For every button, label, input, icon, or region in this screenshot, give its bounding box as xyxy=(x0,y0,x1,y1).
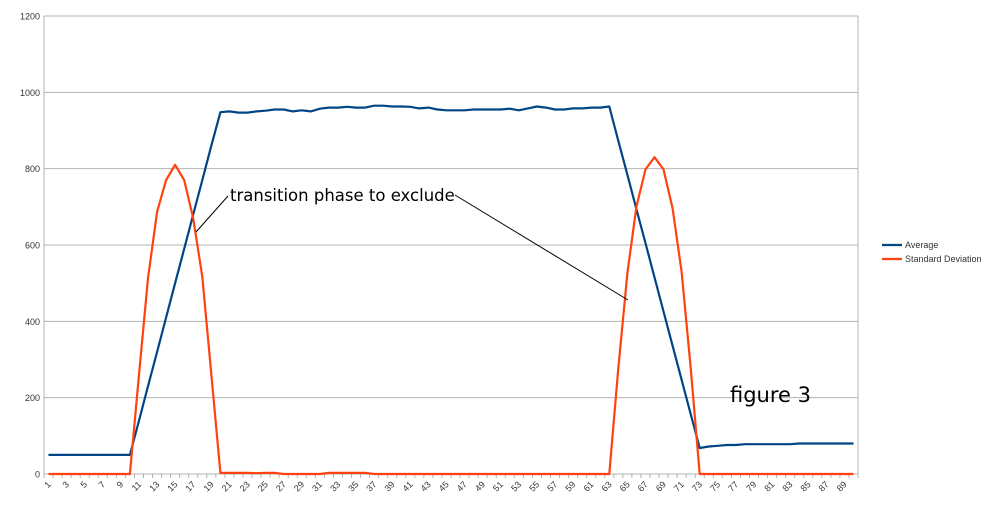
x-tick-label: 89 xyxy=(835,479,849,493)
x-tick-label: 69 xyxy=(654,479,668,493)
legend-label: Average xyxy=(905,240,938,250)
x-tick-label: 27 xyxy=(274,479,288,493)
x-tick-label: 53 xyxy=(509,479,523,493)
x-tick-label: 65 xyxy=(618,479,632,493)
x-tick-label: 61 xyxy=(581,479,595,493)
annotation-arrow-left xyxy=(195,195,229,233)
x-tick-label: 51 xyxy=(491,479,505,493)
legend: Average Standard Deviation xyxy=(882,240,982,264)
x-tick-label: 79 xyxy=(744,479,758,493)
x-tick-label: 43 xyxy=(419,479,433,493)
y-tick-label: 1000 xyxy=(20,88,40,98)
x-tick-label: 87 xyxy=(817,479,831,493)
y-axis-ticks: 0 200 400 600 800 1000 1200 xyxy=(20,12,40,480)
x-tick-label: 49 xyxy=(473,479,487,493)
x-tick-label: 59 xyxy=(563,479,577,493)
x-tick-label: 25 xyxy=(256,479,270,493)
x-tick-label: 39 xyxy=(382,479,396,493)
annotation-arrow-right xyxy=(454,194,629,301)
x-tick-label: 23 xyxy=(238,479,252,493)
x-tick-label: 13 xyxy=(147,479,161,493)
x-tick-label: 57 xyxy=(545,479,559,493)
annotation-transition: transition phase to exclude xyxy=(230,186,455,205)
x-tick-label: 55 xyxy=(527,479,541,493)
x-tick-label: 75 xyxy=(708,479,722,493)
x-tick-label: 47 xyxy=(455,479,469,493)
x-tick-label: 31 xyxy=(310,479,324,493)
x-tick-label: 11 xyxy=(130,479,144,493)
x-tick-label: 45 xyxy=(437,479,451,493)
x-tick-label: 67 xyxy=(636,479,650,493)
x-tick-label: 21 xyxy=(220,479,234,493)
x-tick-label: 63 xyxy=(600,479,614,493)
legend-label: Standard Deviation xyxy=(905,254,982,264)
x-tick-label: 83 xyxy=(780,479,794,493)
y-tick-label: 600 xyxy=(25,241,40,251)
x-tick-label: 81 xyxy=(762,479,776,493)
annotations: transition phase to exclude figure 3 xyxy=(195,186,811,407)
x-tick-label: 17 xyxy=(183,479,197,493)
x-tick-label: 15 xyxy=(165,479,179,493)
x-tick-label: 37 xyxy=(364,479,378,493)
x-tick-label: 35 xyxy=(346,479,360,493)
x-tick-label: 73 xyxy=(690,479,704,493)
x-tick-label: 9 xyxy=(115,479,126,490)
x-tick-label: 85 xyxy=(799,479,813,493)
x-tick-label: 77 xyxy=(726,479,740,493)
x-tick-label: 71 xyxy=(672,479,686,493)
x-tick-label: 33 xyxy=(328,479,342,493)
y-tick-label: 1200 xyxy=(20,12,40,22)
series-line-standard-deviation xyxy=(48,156,854,476)
x-tick-label: 41 xyxy=(401,479,415,493)
x-tick-label: 7 xyxy=(97,479,108,490)
y-tick-label: 0 xyxy=(35,470,40,480)
annotation-figure: figure 3 xyxy=(730,383,811,407)
x-tick-label: 1 xyxy=(42,479,53,490)
series-line-average xyxy=(48,104,854,456)
x-tick-label: 3 xyxy=(60,479,71,490)
y-tick-label: 200 xyxy=(25,393,40,403)
y-tick-label: 400 xyxy=(25,317,40,327)
x-tick-label: 5 xyxy=(78,479,89,490)
x-axis-ticks: 1 3 5 7 9 11 13 15 17 19 21 23 25 27 29 31 33 35 37 39 41 43 4… xyxy=(42,474,859,493)
x-tick-label: 29 xyxy=(292,479,306,493)
y-tick-label: 800 xyxy=(25,164,40,174)
series-lines xyxy=(48,104,854,476)
x-tick-label: 19 xyxy=(202,479,216,493)
